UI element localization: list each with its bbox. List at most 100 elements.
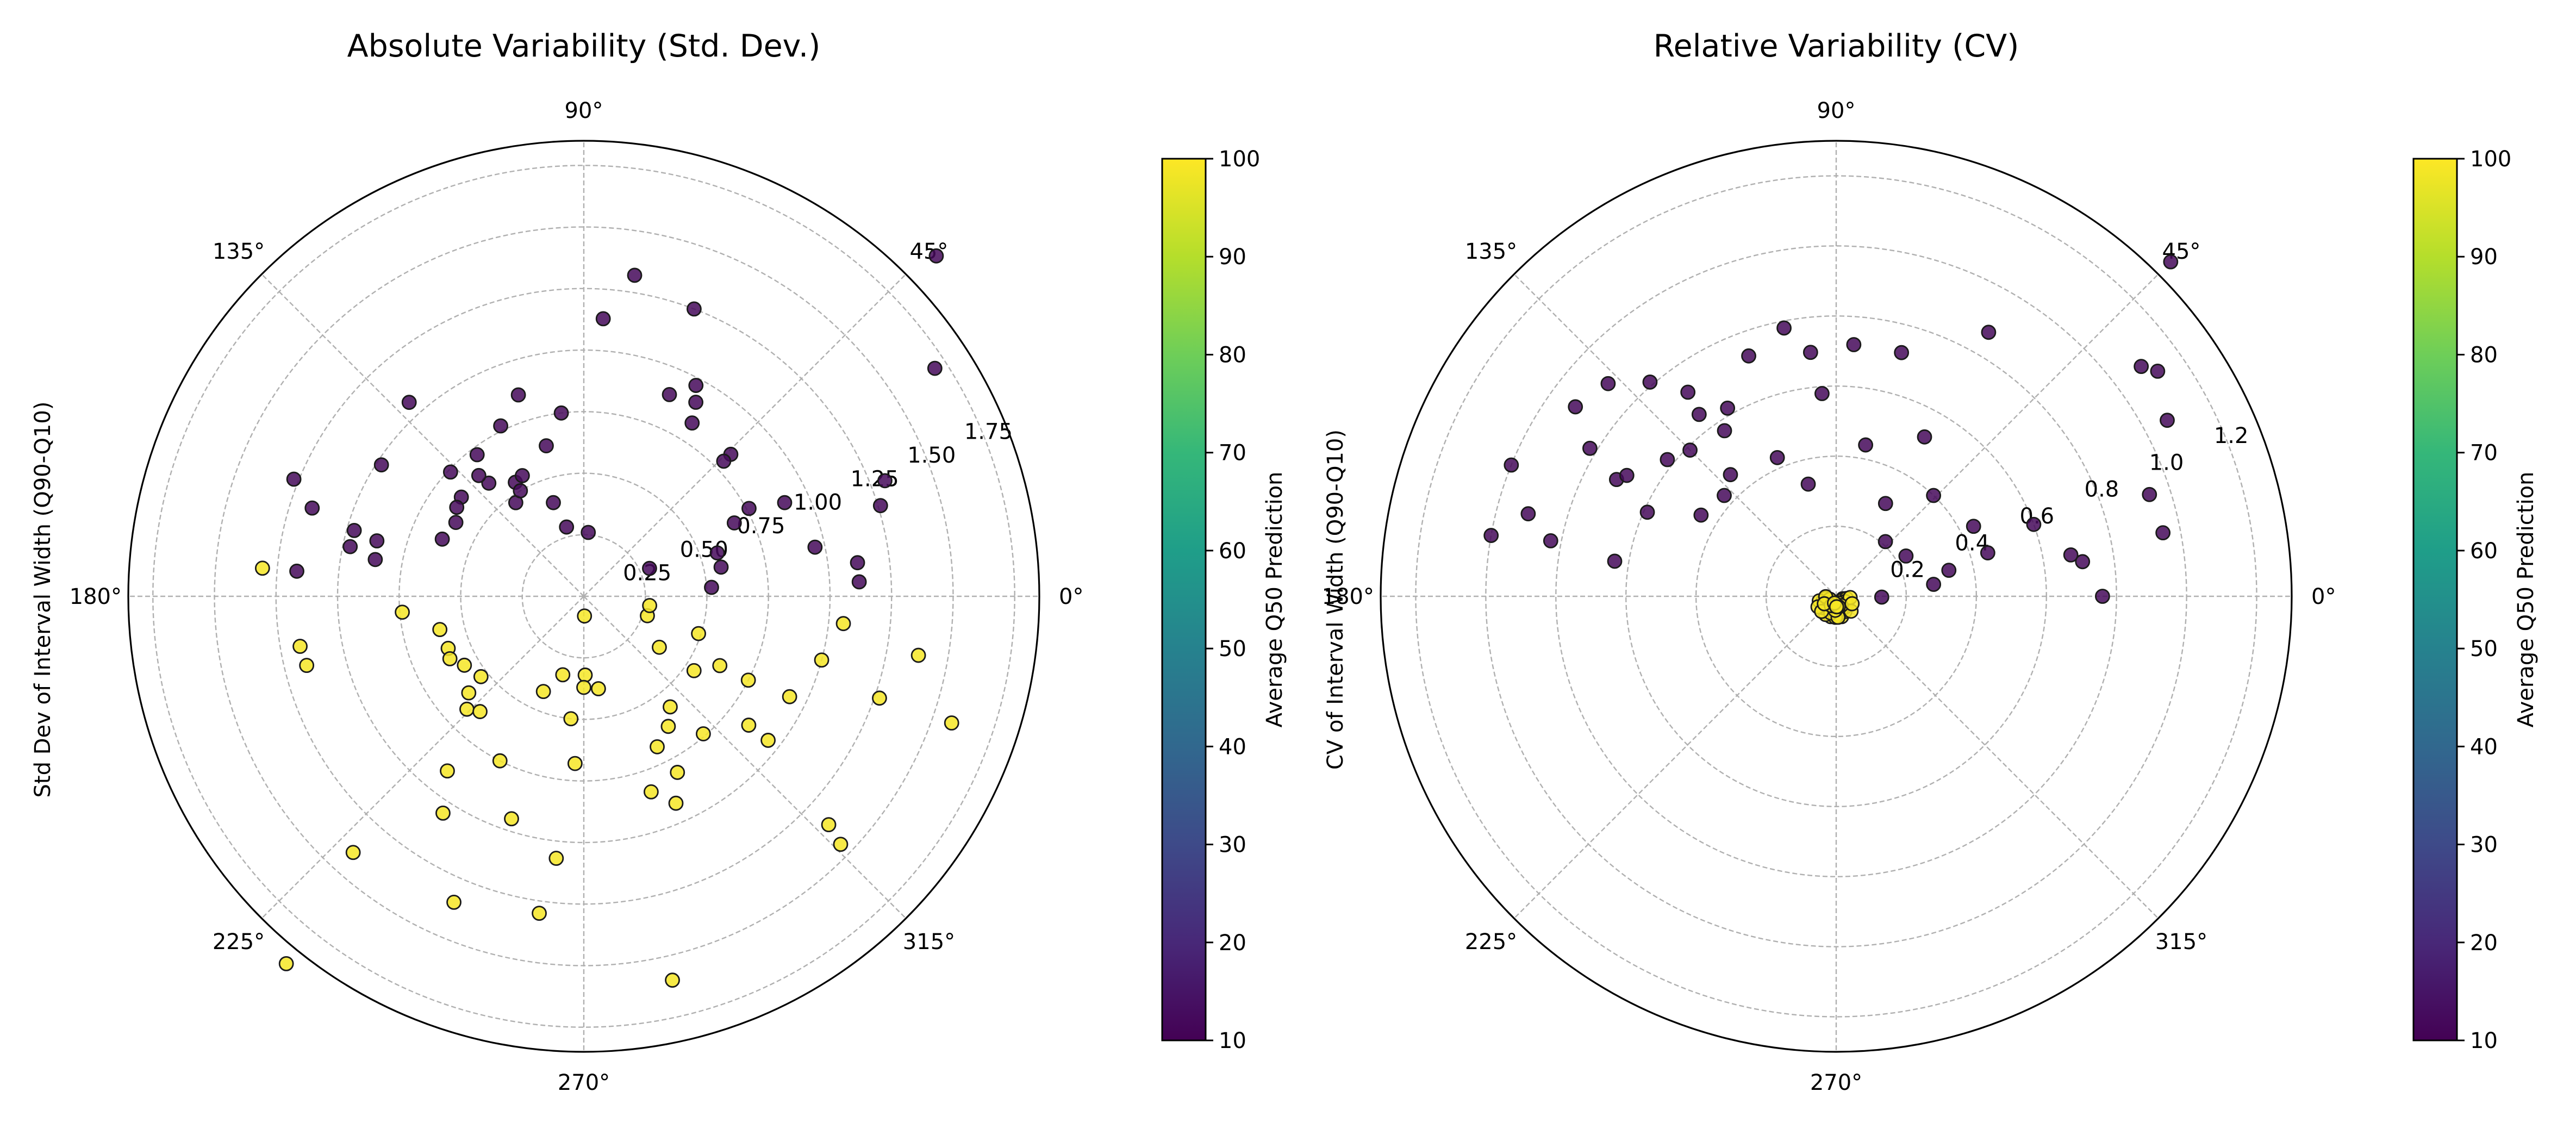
colorbar-tick-label: 90	[2470, 245, 2498, 270]
colorbar-label: Average Q50 Prediction	[2513, 472, 2538, 728]
panel-absolute: Absolute Variability (Std. Dev.) Std Dev…	[30, 28, 1287, 1095]
data-point	[821, 817, 837, 833]
data-point	[1926, 488, 1942, 503]
data-point	[461, 685, 477, 701]
data-point	[642, 598, 658, 613]
colorbar-tick-label: 100	[2470, 147, 2511, 172]
data-point	[782, 689, 797, 704]
data-point	[555, 667, 571, 683]
radial-tick-label: 1.75	[964, 420, 1013, 445]
data-point	[493, 418, 509, 434]
radial-tick-label: 1.50	[907, 443, 956, 468]
data-point	[835, 616, 851, 632]
data-point	[1980, 545, 1995, 560]
data-point	[1720, 400, 1736, 416]
data-point	[668, 795, 684, 811]
data-point	[686, 663, 702, 678]
data-point	[2134, 359, 2149, 375]
data-point	[726, 515, 742, 531]
data-point	[1874, 589, 1889, 605]
data-point	[449, 500, 465, 515]
data-point	[688, 395, 704, 410]
colorbar-tick-label: 10	[2470, 1028, 2498, 1053]
data-point	[1898, 548, 1914, 564]
data-point	[872, 690, 887, 706]
data-point	[513, 483, 528, 498]
data-point	[286, 471, 302, 487]
data-point	[1769, 450, 1785, 465]
angle-tick-label: 90°	[565, 98, 603, 123]
data-point	[851, 574, 867, 590]
data-point	[563, 711, 579, 727]
radial-tick-label: 1.0	[2149, 450, 2184, 475]
data-point	[472, 704, 488, 719]
data-point	[577, 668, 593, 683]
data-point	[591, 681, 606, 696]
data-point	[1520, 506, 1536, 522]
radial-tick-label: 0.75	[737, 514, 785, 539]
data-point	[1981, 325, 1997, 340]
data-point	[1829, 599, 1844, 615]
angle-tick-label: 135°	[213, 239, 265, 264]
data-point	[696, 726, 711, 741]
y-axis-label-right: CV of Interval Width (Q90-Q10)	[1323, 429, 1348, 770]
angular-gridline	[261, 596, 584, 919]
angle-tick-label: 270°	[558, 1070, 610, 1095]
data-point	[814, 652, 829, 668]
data-point	[688, 378, 704, 393]
data-point	[713, 559, 729, 575]
angle-tick-label: 90°	[1817, 98, 1856, 123]
data-point	[1917, 429, 1932, 445]
data-point	[2142, 486, 2157, 502]
data-point	[1966, 519, 1981, 534]
data-point	[435, 805, 451, 821]
data-point	[1926, 577, 1942, 592]
colorbar-tick-label: 80	[2470, 342, 2498, 367]
data-point	[1844, 596, 1860, 612]
data-point	[652, 639, 667, 655]
data-point	[434, 531, 450, 547]
data-point	[395, 604, 410, 620]
angle-tick-label: 0°	[2311, 584, 2336, 609]
angle-tick-label: 225°	[213, 930, 265, 955]
data-point	[342, 539, 358, 554]
data-point	[704, 579, 719, 595]
data-point	[492, 753, 508, 769]
data-point	[2095, 589, 2110, 604]
data-point	[1741, 348, 1756, 364]
radial-tick-label: 1.2	[2214, 423, 2249, 448]
data-point	[709, 545, 725, 561]
y-axis-label-left: Std Dev of Interval Width (Q90-Q10)	[30, 402, 55, 798]
data-point	[1600, 376, 1616, 391]
colorbar-tick-label: 90	[1219, 245, 1246, 270]
polar-grid-right	[1380, 140, 2293, 1053]
data-point	[760, 733, 776, 748]
data-point	[1680, 384, 1696, 400]
data-point	[1878, 534, 1893, 550]
data-point	[1878, 496, 1893, 512]
data-point	[1717, 488, 1732, 503]
colorbar-tick-label: 40	[2470, 734, 2498, 759]
data-point	[662, 387, 677, 402]
data-point	[1582, 440, 1598, 456]
angle-tick-label: 135°	[1465, 239, 1517, 264]
radial-tick-label: 0.8	[2085, 477, 2119, 502]
data-point	[532, 906, 547, 921]
data-point	[740, 672, 756, 688]
chart-title-left: Absolute Variability (Std. Dev.)	[347, 28, 821, 64]
polar-frame	[1380, 140, 2293, 1053]
data-point	[833, 837, 849, 852]
data-point	[642, 560, 657, 576]
data-point	[2155, 525, 2171, 541]
data-point	[481, 475, 497, 491]
data-point	[459, 701, 475, 717]
polar-grid-left	[127, 140, 1040, 1053]
colorbar-tick-label: 80	[1219, 342, 1246, 367]
data-point	[1691, 407, 1707, 422]
data-point	[546, 495, 561, 510]
colorbar-tick-label: 20	[2470, 931, 2498, 956]
data-point	[254, 560, 270, 576]
data-point	[2075, 554, 2091, 570]
data-point	[1619, 467, 1635, 483]
data-point	[299, 658, 315, 673]
